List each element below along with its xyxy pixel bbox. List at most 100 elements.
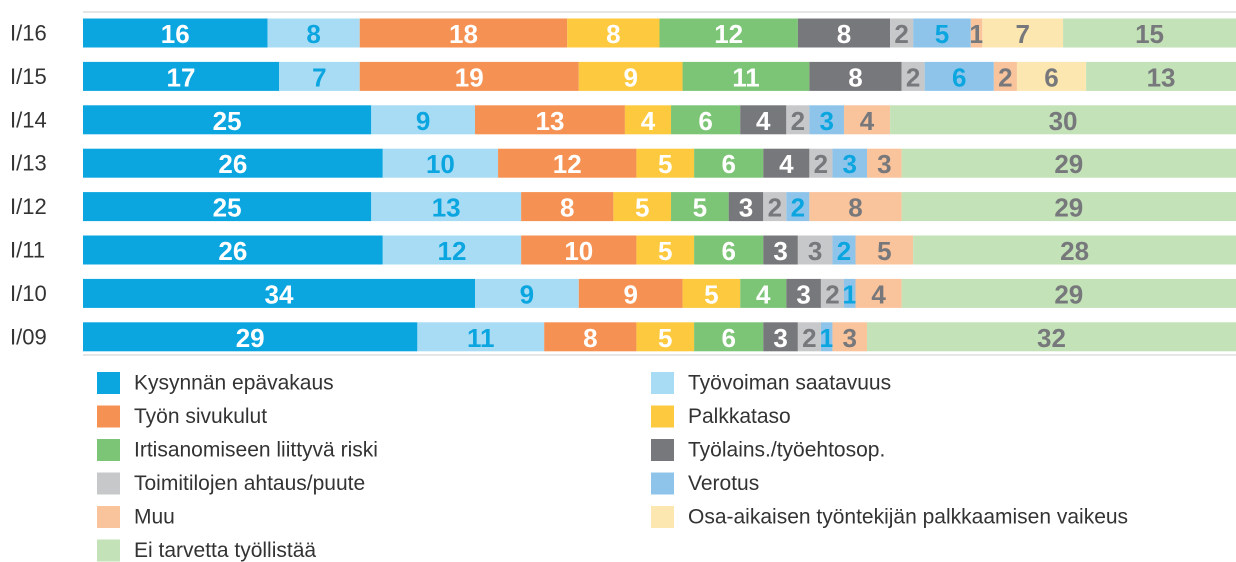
value-label: 18 [449,19,478,49]
legend-label: Muu [134,506,175,529]
bar-segment [901,61,925,91]
value-label: 19 [455,62,484,92]
value-label: 34 [265,279,294,309]
bar-segment [855,235,914,265]
category-label: I/15 [10,64,47,89]
bar-segment [797,322,821,352]
bar-segment [382,148,499,178]
bar-segment [924,61,994,91]
value-label: 4 [756,279,771,309]
value-label: 12 [437,236,466,266]
value-label: 3 [773,323,787,353]
bar-segment [832,322,868,352]
value-label: 9 [520,279,534,309]
bar-segment [636,148,695,178]
value-label: 3 [877,149,891,179]
value-label: 26 [218,236,247,266]
bar-segment [382,235,522,265]
bar-segment [694,235,764,265]
value-label: 29 [236,323,265,353]
bar-segment [855,278,902,308]
bar-segment [613,192,672,222]
value-label: 8 [606,19,620,49]
value-label: 1 [819,323,833,353]
value-label: 11 [467,323,495,353]
legend-swatch [651,472,674,495]
bar-segment [359,61,579,91]
value-label: 17 [167,62,196,92]
bar-segment [578,278,683,308]
bar-segment [786,278,821,308]
bar-segment [694,322,764,352]
value-label: 3 [819,106,833,136]
value-label: 13 [536,106,565,136]
value-label: 29 [1054,279,1083,309]
value-label: 4 [756,106,771,136]
value-label: 28 [1060,236,1089,266]
bar-segment [694,148,764,178]
legend-swatch [97,472,120,495]
legend-label: Verotus [688,472,759,495]
value-label: 32 [1037,323,1066,353]
bar-segment [763,148,810,178]
bar-segment [890,105,1236,135]
value-label: 2 [998,62,1012,92]
bar-segment [636,235,695,265]
value-label: 4 [871,279,886,309]
bar-segment [521,192,614,222]
value-label: 2 [906,62,920,92]
bar-segment [901,148,1236,178]
value-label: 10 [426,149,455,179]
legend-label: Toimitilojen ahtaus/puute [134,472,365,495]
value-label: 8 [583,323,597,353]
bar-segment [544,322,637,352]
value-label: 3 [739,193,753,223]
bar-segment [659,18,798,48]
value-label: 25 [213,106,242,136]
bar-segment [740,278,787,308]
value-label: 16 [161,19,190,49]
legend-swatch [651,439,674,461]
value-label: 2 [814,149,828,179]
legend-label: Osa-aikaisen työntekijän palkkaamisen va… [688,506,1128,529]
bar-segment [359,18,568,48]
bar-segment [809,192,902,222]
legend-swatch [651,372,674,394]
legend-swatch [97,506,120,528]
value-label: 8 [560,193,574,223]
value-label: 8 [848,193,862,223]
bar-segment [913,18,971,48]
bar-segment [901,192,1236,222]
value-label: 30 [1049,106,1078,136]
legend-swatch [97,372,120,394]
category-label: I/13 [10,151,47,176]
category-label: I/09 [10,324,47,349]
legend-label: Palkkataso [688,405,791,428]
value-label: 9 [416,106,430,136]
value-label: 1 [843,279,857,309]
bar-segment [867,148,902,178]
value-label: 13 [432,193,461,223]
value-label: 4 [641,106,656,136]
value-label: 3 [808,236,822,266]
bar-segment [832,235,856,265]
category-label: I/12 [10,194,47,219]
bar-segment [83,235,383,265]
bar-segment [636,322,695,352]
value-label: 5 [935,19,949,49]
bar-segment [993,61,1017,91]
legend-label: Työn sivukulut [134,405,267,428]
bar-segment [83,148,383,178]
bar-segment [867,322,1236,352]
value-label: 7 [1015,19,1029,49]
bar-segment [820,278,844,308]
value-label: 2 [791,193,805,223]
bar-segment [890,18,914,48]
bar-segment [809,148,833,178]
bar-segment [763,235,798,265]
value-label: 6 [952,62,966,92]
value-label: 5 [658,236,672,266]
legend-label: Irtisanomiseen liittyvä riski [134,439,378,462]
value-label: 5 [877,236,891,266]
